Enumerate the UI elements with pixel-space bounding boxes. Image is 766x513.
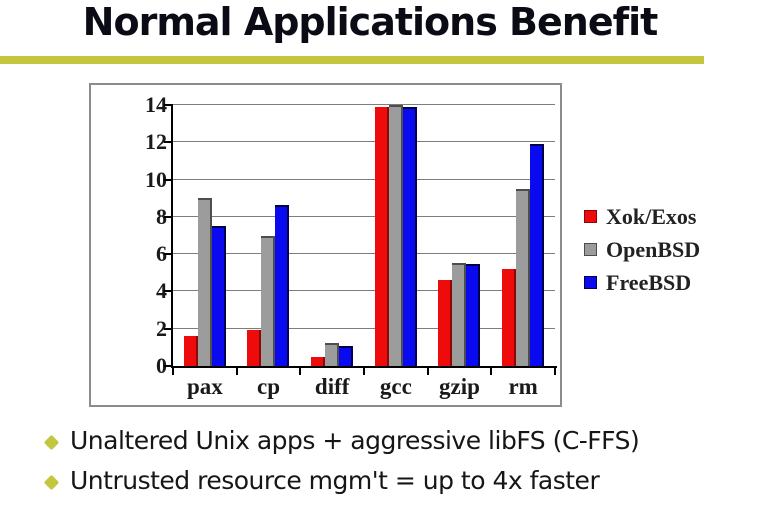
x-axis-tick — [299, 366, 302, 375]
plot-area — [164, 104, 557, 375]
bar-freebsd-cp — [275, 204, 290, 366]
x-axis-tick — [235, 366, 238, 375]
bar-group-gzip — [428, 105, 492, 366]
legend-label: Xok/Exos — [606, 203, 697, 229]
x-axis-tick — [490, 366, 493, 375]
x-category-label: gzip — [439, 374, 480, 399]
x-category-label: diff — [314, 374, 350, 399]
chart-frame: 0 2 4 6 8 10 12 14 pax cp diff gcc gzip rm — [89, 83, 562, 407]
gridline-4 — [173, 290, 555, 292]
bar-group-rm — [491, 105, 555, 366]
bar-xok-exos-gzip — [438, 280, 453, 366]
y-axis-line — [171, 104, 173, 366]
bar-freebsd-diff — [339, 346, 354, 366]
x-axis-tick — [554, 366, 556, 375]
x-category-label: rm — [508, 374, 538, 399]
y-tick-label: 2 — [156, 315, 167, 341]
bar-group-diff — [300, 105, 364, 366]
y-tick-10 — [164, 178, 173, 181]
gridline-8 — [173, 215, 555, 217]
legend-item-freebsd: FreeBSD — [584, 266, 700, 299]
bar-openbsd-gzip — [452, 262, 467, 366]
x-axis-tick — [172, 366, 174, 375]
bar-openbsd-rm — [516, 188, 531, 366]
x-axis-tick — [426, 366, 429, 375]
x-category-label: cp — [257, 374, 280, 399]
diamond-bullet-icon — [43, 434, 60, 451]
title-underline — [0, 56, 704, 64]
y-tick-label: 4 — [156, 278, 167, 304]
gridline-6 — [173, 253, 555, 255]
y-tick-2 — [164, 327, 173, 330]
page-title: Normal Applications Benefit — [82, 0, 659, 44]
legend-item-openbsd: OpenBSD — [584, 233, 700, 266]
bar-xok-exos-cp — [247, 329, 262, 366]
y-tick-label: 0 — [156, 353, 167, 378]
y-tick-0 — [164, 365, 173, 367]
legend-marker-icon — [584, 276, 597, 289]
bullet-text: Untrusted resource mgm't = up to 4x fast… — [70, 466, 600, 495]
bar-freebsd-pax — [211, 226, 226, 366]
y-tick-8 — [164, 215, 173, 218]
bullet-item: Untrusted resource mgm't = up to 4x fast… — [43, 466, 754, 495]
bar-xok-exos-diff — [311, 356, 326, 366]
bar-group-pax — [173, 105, 237, 366]
y-tick-label: 14 — [145, 92, 167, 117]
gridline-14 — [173, 104, 555, 105]
bar-freebsd-gzip — [466, 263, 481, 366]
y-tick-label: 10 — [145, 166, 167, 192]
bar-freebsd-gcc — [402, 106, 417, 366]
legend-marker-icon — [584, 243, 597, 256]
x-axis-labels: pax cp diff gcc gzip rm — [173, 374, 555, 402]
legend-item-xok-exos: Xok/Exos — [584, 200, 700, 233]
bullet-list: Unaltered Unix apps + aggressive libFS (… — [43, 426, 754, 506]
bar-freebsd-rm — [530, 144, 545, 366]
bar-openbsd-gcc — [388, 105, 403, 366]
y-tick-4 — [164, 290, 173, 293]
y-tick-12 — [164, 141, 173, 144]
bar-openbsd-pax — [197, 198, 212, 366]
x-category-label: gcc — [379, 374, 412, 399]
legend-label: OpenBSD — [606, 236, 701, 262]
x-axis-tick — [363, 366, 365, 375]
gridline-2 — [173, 327, 555, 329]
y-tick-6 — [164, 253, 173, 256]
bar-xok-exos-pax — [183, 336, 198, 366]
y-tick-label: 6 — [156, 241, 167, 267]
diamond-bullet-icon — [43, 474, 60, 491]
bar-xok-exos-rm — [502, 269, 517, 366]
bar-openbsd-diff — [325, 342, 340, 366]
legend-marker-icon — [584, 210, 597, 223]
x-category-label: pax — [186, 374, 223, 399]
bullet-item: Unaltered Unix apps + aggressive libFS (… — [43, 426, 754, 455]
legend-label: FreeBSD — [606, 269, 692, 295]
bar-group-cp — [237, 105, 301, 366]
y-tick-14 — [164, 104, 173, 106]
bullet-text: Unaltered Unix apps + aggressive libFS (… — [70, 426, 640, 455]
gridline-10 — [173, 178, 555, 180]
gridline-12 — [173, 141, 555, 143]
y-tick-label: 8 — [156, 203, 167, 229]
bar-xok-exos-gcc — [374, 106, 389, 366]
bar-group-gcc — [364, 105, 428, 366]
y-axis-labels: 0 2 4 6 8 10 12 14 — [93, 92, 169, 378]
y-tick-label: 12 — [145, 129, 167, 155]
chart-legend: Xok/Exos OpenBSD FreeBSD — [584, 200, 700, 299]
bar-openbsd-cp — [261, 235, 276, 366]
